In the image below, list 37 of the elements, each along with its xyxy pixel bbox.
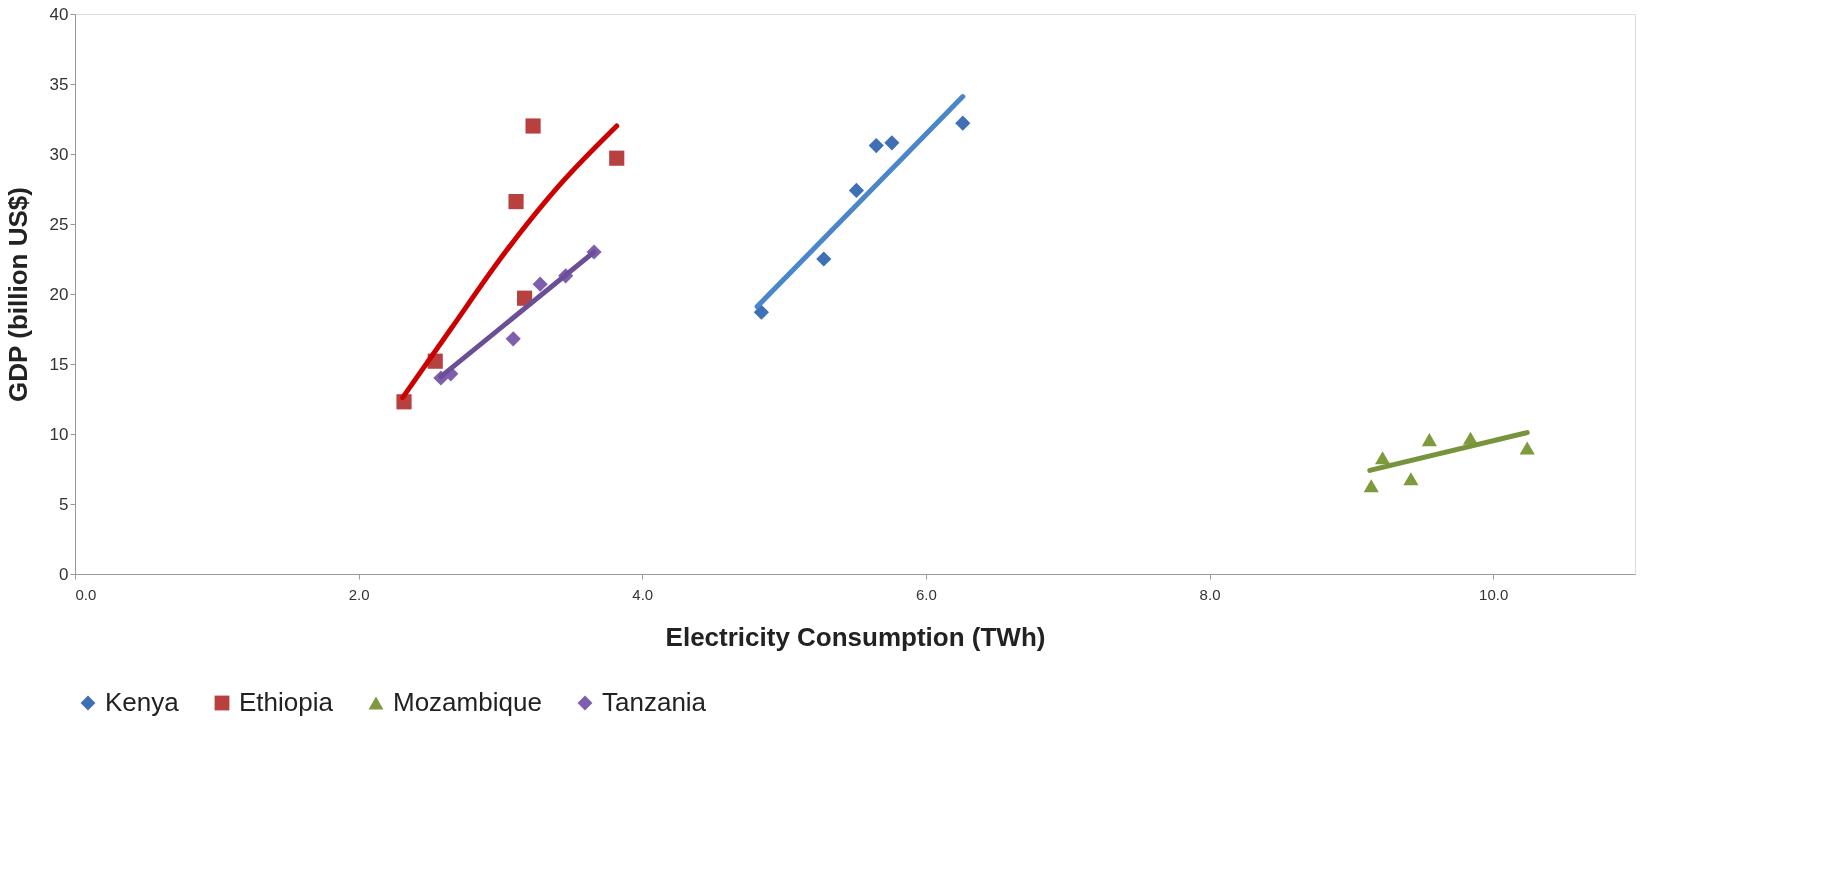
y-tick-label: 40 <box>49 4 69 24</box>
point <box>1519 441 1535 455</box>
point <box>532 276 548 292</box>
point <box>508 194 524 210</box>
x-axis-title: Electricity Consumption (TWh) <box>665 621 1046 652</box>
y-tick-label: 5 <box>59 494 69 514</box>
legend-label: Kenya <box>105 687 180 717</box>
legend-label: Mozambique <box>393 687 542 717</box>
point <box>1374 451 1391 465</box>
y-tick-label: 10 <box>49 424 69 444</box>
x-tick-label: 0.0 <box>75 585 97 603</box>
point <box>505 331 521 347</box>
point <box>868 138 884 154</box>
legend-label: Ethiopia <box>239 687 334 717</box>
point <box>609 150 625 166</box>
legend-label: Tanzania <box>602 687 707 717</box>
y-tick-label: 30 <box>49 144 69 164</box>
x-tick-label: 2.0 <box>348 585 370 603</box>
x-tick-label: 10.0 <box>1479 585 1509 603</box>
point <box>753 304 769 320</box>
y-tick-label: 15 <box>49 354 69 374</box>
x-tick-label: 4.0 <box>632 585 654 603</box>
x-tick-label: 8.0 <box>1199 585 1221 603</box>
x-tick-label: 6.0 <box>915 585 937 603</box>
point <box>816 251 832 267</box>
point <box>1363 479 1379 493</box>
point <box>1421 433 1437 447</box>
y-tick-label: 20 <box>49 284 69 304</box>
point <box>1403 472 1419 486</box>
point <box>525 118 541 134</box>
y-axis-title: GDP (billion US$) <box>2 187 33 402</box>
y-tick-label: 25 <box>49 214 69 234</box>
y-tick-label: 0 <box>59 564 69 584</box>
y-tick-label: 35 <box>49 74 69 94</box>
point <box>884 135 900 151</box>
point <box>955 115 971 131</box>
point <box>848 182 864 198</box>
